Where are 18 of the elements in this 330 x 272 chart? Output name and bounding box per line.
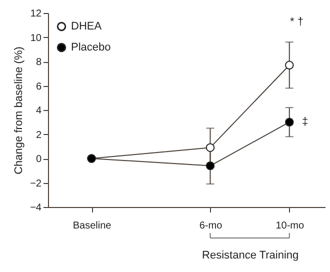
y-tick-label: −4 [30,202,42,214]
y-tick-label: 12 [30,8,42,20]
y-tick-label: −2 [30,178,42,190]
annotation: ‡ [302,116,308,128]
x-axis-title: Resistance Training [202,250,299,262]
legend-label: Placebo [71,42,111,54]
y-tick-label: 10 [30,32,42,44]
y-tick-label: 8 [36,57,42,68]
x-tick-label: 10-mo [276,220,304,232]
x-tick-label: Baseline [72,220,112,232]
y-tick-label: 0 [36,154,42,165]
annotation: * † [290,16,304,28]
y-axis-title: Change from baseline (%) [13,46,26,174]
x-tick-label: 6-mo [199,220,223,232]
y-tick-label: 6 [36,81,42,92]
y-tick-label: 4 [36,106,42,116]
y-tick-label: 2 [36,130,42,141]
legend-label: DHEA [71,20,102,32]
